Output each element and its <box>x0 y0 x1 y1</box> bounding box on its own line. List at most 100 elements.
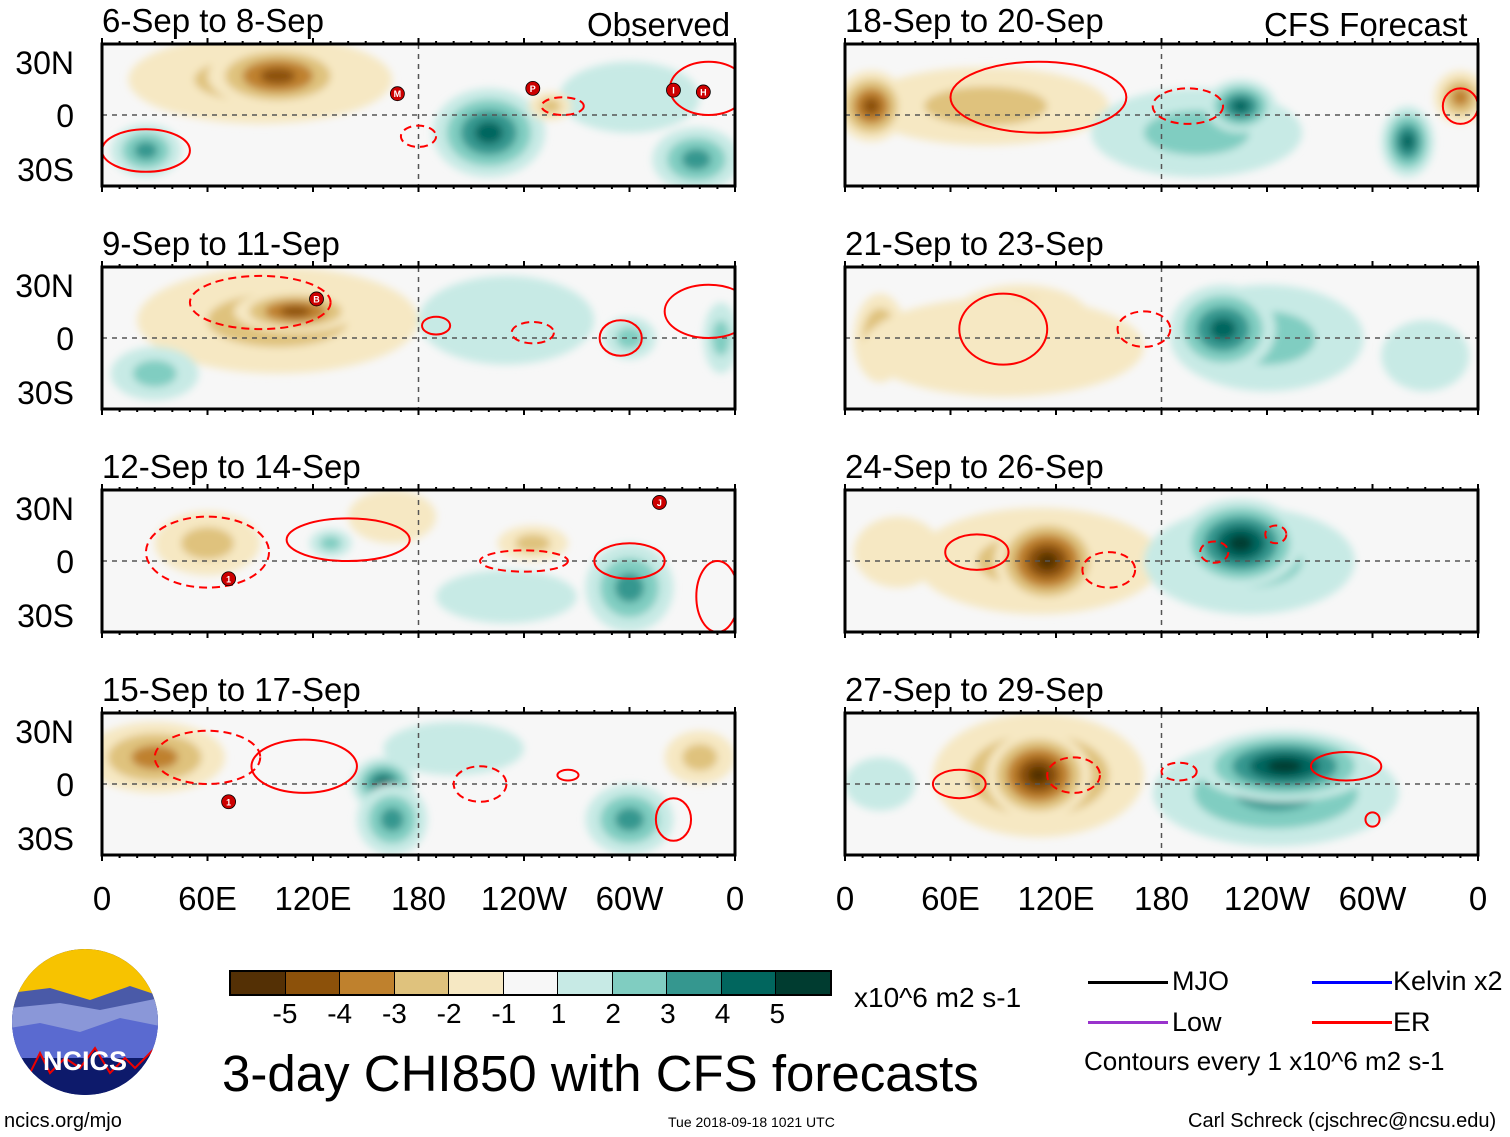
lat-label: 0 <box>56 767 74 803</box>
er-contour <box>285 517 411 562</box>
er-contour <box>1364 811 1381 828</box>
er-contour <box>188 274 332 331</box>
er-contour <box>1199 540 1230 564</box>
colorbar-label: -3 <box>381 998 407 1029</box>
er-contour <box>1160 761 1198 782</box>
lat-label: 30S <box>17 598 74 634</box>
legend-er-label: ER <box>1393 1007 1431 1037</box>
colorbar-label: 4 <box>714 998 731 1029</box>
colorbar-swatch <box>667 972 722 994</box>
anomaly-shading <box>132 360 177 387</box>
colorbar-swatch <box>721 972 776 994</box>
colorbar-label: -1 <box>491 998 517 1029</box>
legend-er-line <box>1312 1021 1392 1024</box>
lat-label: 0 <box>56 98 74 134</box>
anomaly-shading <box>1401 132 1415 151</box>
er-contour <box>958 292 1049 366</box>
colorbar-swatch <box>503 972 558 994</box>
colorbar-label: 3 <box>660 998 676 1029</box>
lon-label: 60E <box>921 880 980 917</box>
anomaly-shading <box>380 807 404 832</box>
anomaly-shading <box>515 534 551 553</box>
er-contour <box>598 319 643 357</box>
colorbar-label: -2 <box>436 998 462 1029</box>
storm-marker: 1 <box>221 571 236 587</box>
er-contour <box>540 96 585 116</box>
er-contour <box>479 549 569 573</box>
panel-title: 12-Sep to 14-Sep <box>102 448 361 485</box>
colorbar-swatch <box>394 972 449 994</box>
map-panel <box>843 38 1480 192</box>
lon-label: 120W <box>1223 880 1311 917</box>
svg-text:J: J <box>657 498 662 508</box>
anomaly-shading <box>383 721 524 776</box>
colorbar-label: -4 <box>327 998 353 1029</box>
svg-text:1: 1 <box>226 574 231 584</box>
colorbar-label: 5 <box>769 998 786 1029</box>
anomaly-shading <box>862 297 1144 397</box>
anomaly-shading <box>320 536 342 551</box>
observed-header: Observed <box>587 6 731 43</box>
anomaly-shading <box>539 99 561 114</box>
colorbar-swatch <box>231 972 286 994</box>
lat-label: 0 <box>56 544 74 580</box>
er-contour <box>399 124 438 148</box>
er-contour <box>1116 310 1172 348</box>
panel-title: 9-Sep to 11-Sep <box>102 225 340 262</box>
colorbar-label: 2 <box>605 998 621 1029</box>
lon-label: 120E <box>274 880 352 917</box>
er-contour <box>949 60 1128 134</box>
anomaly-shading <box>1267 759 1303 774</box>
anomaly-shading <box>418 275 595 365</box>
er-contour <box>1081 551 1137 589</box>
er-contour <box>1151 87 1225 125</box>
anomaly-shading <box>1451 88 1470 107</box>
ncics-logo: NCICS <box>10 948 160 1096</box>
lat-label: 30S <box>17 821 74 857</box>
colorbar-swatch <box>776 972 830 994</box>
lon-label: 0 <box>835 880 855 917</box>
colorbar-swatch <box>558 972 613 994</box>
er-contour <box>1441 87 1478 125</box>
svg-text:H: H <box>700 87 707 97</box>
colorbar-label: 1 <box>550 998 567 1029</box>
lon-label: 180 <box>390 880 447 917</box>
svg-text:NCICS: NCICS <box>43 1046 127 1076</box>
storm-marker: B <box>309 291 324 307</box>
er-contour <box>556 768 580 782</box>
er-contour <box>102 128 191 173</box>
storm-marker: P <box>525 80 541 96</box>
anomaly-shading <box>862 97 881 115</box>
er-contour <box>931 768 987 800</box>
lat-label: 30N <box>15 268 74 304</box>
map-panel <box>843 707 1480 861</box>
lat-label: 30N <box>15 45 74 81</box>
lon-label: 0 <box>92 880 112 917</box>
panel-title: 21-Sep to 23-Sep <box>845 225 1104 262</box>
er-contour <box>593 542 666 580</box>
map-panel <box>843 261 1480 415</box>
er-contour <box>250 738 358 794</box>
lon-label: 0 <box>725 880 745 917</box>
panel-title: 6-Sep to 8-Sep <box>102 2 324 39</box>
footer-author: Carl Schreck (cjschrec@ncsu.edu) <box>1188 1110 1497 1132</box>
map-panel: 1 <box>100 707 737 861</box>
anomaly-shading <box>845 757 916 811</box>
er-contour <box>944 533 1010 571</box>
legend-kelvin-label: Kelvin x2 <box>1393 966 1503 996</box>
er-contour <box>663 283 735 339</box>
panel-title: 15-Sep to 17-Sep <box>102 671 361 708</box>
svg-text:P: P <box>530 84 536 94</box>
storm-marker: I <box>666 82 681 98</box>
anomaly-shading <box>1228 534 1253 553</box>
lon-label: 60E <box>178 880 237 917</box>
legend-kelvin-line <box>1312 981 1392 984</box>
svg-text:1: 1 <box>226 797 231 807</box>
anomaly-shading <box>924 86 1048 126</box>
anomaly-shading <box>348 490 437 544</box>
footer-url[interactable]: ncics.org/mjo <box>4 1110 122 1132</box>
anomaly-shading <box>614 572 645 603</box>
er-contour <box>144 515 271 589</box>
anomaly-shading <box>614 807 645 832</box>
er-contour <box>695 560 735 632</box>
